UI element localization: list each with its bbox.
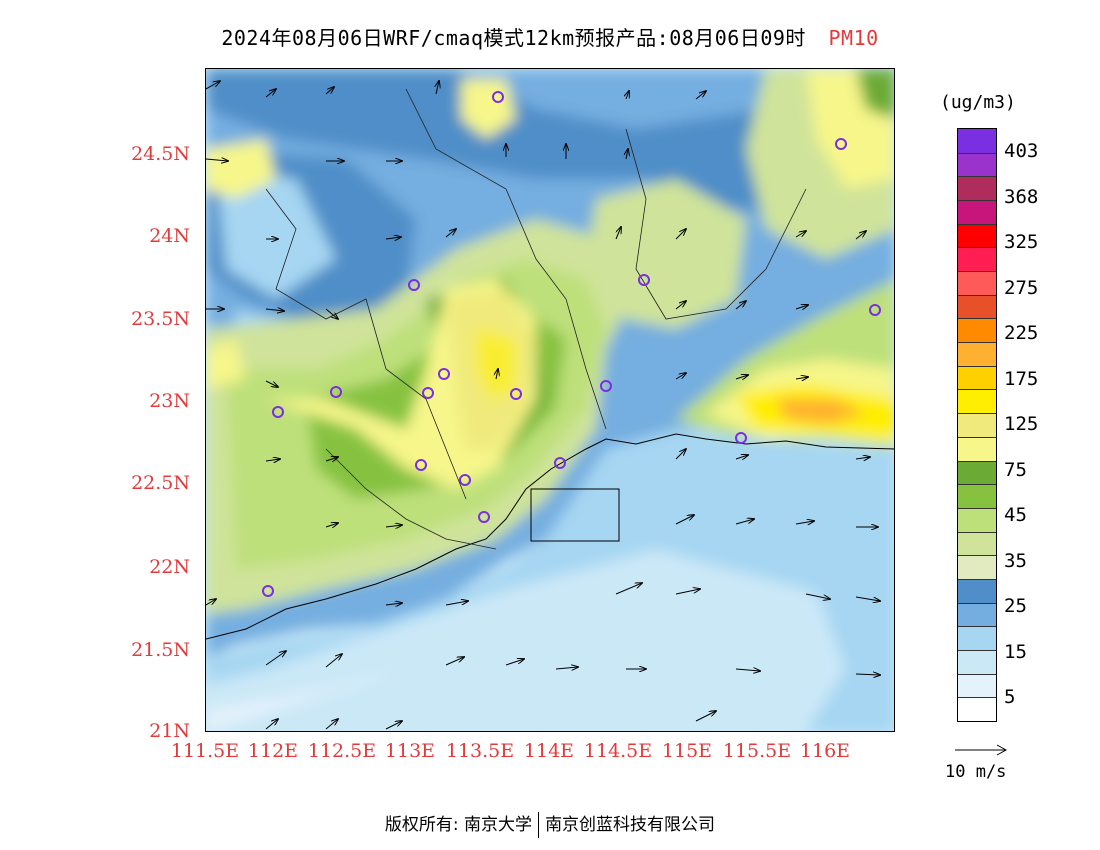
colorbar-segment — [958, 342, 996, 366]
lon-tick-label: 114.5E — [583, 740, 653, 762]
colorbar-unit: (ug/m3) — [940, 92, 1016, 113]
colorbar-segment — [958, 318, 996, 343]
colorbar-segment — [958, 649, 996, 674]
colorbar-segment — [958, 129, 996, 153]
colorbar-segment — [958, 436, 996, 461]
colorbar-segment — [958, 413, 996, 437]
wind-reference-label: 10 m/s — [945, 762, 1007, 782]
colorbar-segment — [958, 365, 996, 390]
map-title: 2024年08月06日WRF/cmaq模式12km预报产品:08月06日09时 … — [0, 22, 1100, 51]
colorbar-segment — [958, 200, 996, 224]
lon-tick-label: 114E — [523, 740, 575, 762]
lat-tick-label: 24N — [149, 225, 190, 247]
lon-tick-label: 115E — [661, 740, 713, 762]
colorbar-segment — [958, 271, 996, 295]
concentration-field — [206, 69, 894, 731]
colorbar-segment — [958, 673, 996, 698]
copyright-text: 版权所有: 南京大学 — [384, 815, 533, 835]
colorbar-tick-label: 25 — [1004, 595, 1027, 618]
colorbar-tick-label: 75 — [1004, 458, 1027, 481]
pm10-forecast-map — [205, 68, 895, 732]
colorbar-tick-label: 15 — [1004, 640, 1027, 663]
colorbar-segment — [958, 507, 996, 532]
lat-tick-label: 23.5N — [131, 308, 190, 330]
lat-tick-label: 21N — [149, 720, 190, 742]
colorbar-tick-label: 5 — [1004, 686, 1016, 709]
lat-tick-label: 21.5N — [131, 639, 190, 661]
lon-tick-label: 112E — [247, 740, 299, 762]
colorbar-segment — [958, 223, 996, 248]
colorbar-segment — [958, 578, 996, 603]
colorbar-segment — [958, 152, 996, 177]
colorbar-segment — [958, 531, 996, 556]
lat-tick-label: 23N — [149, 390, 190, 412]
colorbar-tick-label: 35 — [1004, 549, 1027, 572]
colorbar-segment — [958, 389, 996, 414]
lon-tick-label: 113.5E — [445, 740, 515, 762]
colorbar-tick-label: 403 — [1004, 140, 1039, 162]
colorbar-segment — [958, 294, 996, 319]
colorbar-segment — [958, 626, 996, 650]
lat-tick-label: 22.5N — [131, 472, 190, 494]
lon-tick-label: 116E — [799, 740, 851, 762]
colorbar-tick-label: 175 — [1004, 367, 1039, 390]
colorbar-segment — [958, 697, 996, 721]
lon-tick-label: 113E — [384, 740, 436, 762]
colorbar-tick-label: 325 — [1004, 231, 1039, 254]
wind-reference-arrow-icon — [955, 744, 1008, 756]
lat-tick-label: 24.5N — [131, 143, 190, 165]
colorbar-segment — [958, 602, 996, 627]
lon-tick-label: 111.5E — [170, 740, 240, 762]
colorbar-segment — [958, 484, 996, 508]
colorbar-segment — [958, 247, 996, 272]
lat-tick-label: 22N — [149, 556, 190, 578]
colorbar-tick-label: 125 — [1004, 413, 1039, 436]
colorbar-tick-label: 368 — [1004, 185, 1039, 208]
colorbar-tick-label: 275 — [1004, 276, 1039, 299]
title-text: 2024年08月06日WRF/cmaq模式12km预报产品:08月06日09时 — [221, 26, 806, 50]
copyright-footer: 版权所有: 南京大学 南京创蓝科技有限公司 — [0, 810, 1100, 838]
colorbar — [957, 128, 997, 722]
colorbar-segment — [958, 460, 996, 485]
footer-divider — [538, 812, 540, 838]
colorbar-segment — [958, 176, 996, 201]
colorbar-tick-label: 225 — [1004, 322, 1039, 345]
pollutant-label: PM10 — [828, 26, 879, 50]
colorbar-tick-label: 45 — [1004, 504, 1027, 527]
lon-tick-label: 112.5E — [307, 740, 377, 762]
lon-tick-label: 115.5E — [722, 740, 792, 762]
colorbar-segment — [958, 555, 996, 579]
company-name: 南京创蓝科技有限公司 — [545, 815, 716, 835]
